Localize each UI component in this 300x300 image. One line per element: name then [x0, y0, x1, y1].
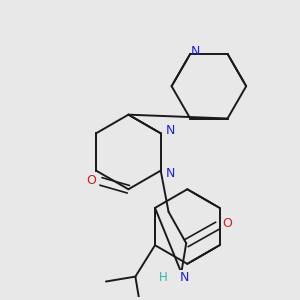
Text: O: O — [223, 217, 232, 230]
Text: H: H — [159, 271, 168, 284]
Text: N: N — [190, 45, 200, 58]
Text: N: N — [180, 271, 189, 284]
Text: N: N — [166, 124, 175, 137]
Text: O: O — [86, 174, 96, 187]
Text: N: N — [166, 167, 175, 180]
